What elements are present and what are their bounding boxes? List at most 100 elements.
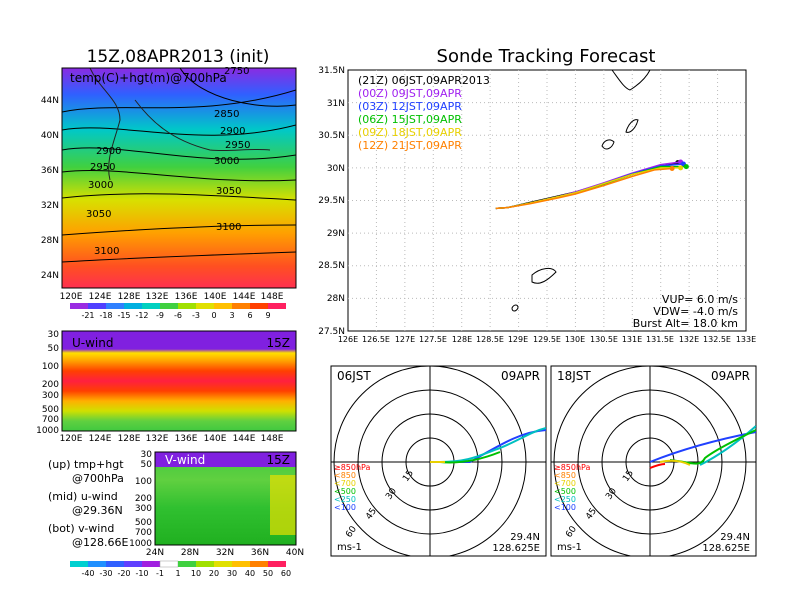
svg-text:129.5E: 129.5E <box>533 335 561 344</box>
svg-text:-40: -40 <box>81 569 94 578</box>
svg-text:-10: -10 <box>135 569 148 578</box>
svg-text:-3: -3 <box>192 311 200 320</box>
svg-text:@700hPa: @700hPa <box>72 472 124 485</box>
temp-map-lat-ticks: 44N 40N 36N 32N 28N 24N <box>41 96 59 281</box>
u-wind-field <box>62 331 296 431</box>
v-colorbar: -40 -30 -20 -10 -1 1 10 20 30 40 50 60 <box>70 560 291 578</box>
svg-text:20: 20 <box>209 569 219 578</box>
temp-map-panel: 15Z,08APR2013 (init) 2750 2850 2900 2950… <box>41 47 297 320</box>
contour-label: 2900 <box>96 146 121 157</box>
svg-text:29.5N: 29.5N <box>318 196 345 206</box>
svg-text:-9: -9 <box>156 311 164 320</box>
svg-text:32N: 32N <box>216 548 234 558</box>
temp-map-contours <box>62 68 296 263</box>
polar-date: 09APR <box>501 369 540 383</box>
svg-text:500: 500 <box>42 405 59 415</box>
svg-text:31.5N: 31.5N <box>318 66 345 76</box>
u-wind-time: 15Z <box>267 336 291 350</box>
v-wind-p-ticks: 30 50 100 200 300 500 700 1000 <box>129 450 152 549</box>
polar-time: 18JST <box>557 369 591 383</box>
svg-text:<850: <850 <box>554 471 576 480</box>
svg-text:128.625E: 128.625E <box>702 543 750 554</box>
svg-text:@128.66E: @128.66E <box>72 536 128 549</box>
svg-text:<850: <850 <box>334 471 356 480</box>
legend-entry: (03Z) 12JST,09APR <box>358 100 462 113</box>
svg-text:148E: 148E <box>261 434 284 444</box>
temp-map-label: temp(C)+hgt(m)@700hPa <box>70 71 227 85</box>
svg-text:140E: 140E <box>204 292 227 302</box>
legend-entry: (00Z) 09JST,09APR <box>358 87 462 100</box>
svg-text:-21: -21 <box>81 311 94 320</box>
svg-text:36N: 36N <box>251 548 269 558</box>
svg-text:<700: <700 <box>334 479 356 488</box>
svg-text:50: 50 <box>141 460 153 470</box>
svg-text:ms-1: ms-1 <box>337 542 362 553</box>
tracking-info: VUP= 6.0 m/s VDW= -4.0 m/s Burst Alt= 18… <box>633 293 739 330</box>
svg-text:24N: 24N <box>146 548 164 558</box>
temp-map-lon-ticks: 120E 124E 128E 132E 136E 140E 144E 148E <box>60 292 284 302</box>
svg-text:30: 30 <box>227 569 237 578</box>
svg-text:32N: 32N <box>41 201 59 211</box>
u-wind-label: U-wind <box>72 336 113 350</box>
svg-text:40: 40 <box>245 569 255 578</box>
track-endpoint <box>683 164 689 170</box>
svg-text:126.5E: 126.5E <box>362 335 390 344</box>
svg-text:-15: -15 <box>117 311 130 320</box>
svg-text:<100: <100 <box>554 503 576 512</box>
temp-colorbar: -21 -18 -15 -12 -9 -6 -3 0 3 6 9 <box>70 303 286 320</box>
temp-map-field <box>62 68 296 288</box>
svg-text:120E: 120E <box>60 292 83 302</box>
svg-text:(up) tmp+hgt: (up) tmp+hgt <box>48 458 124 471</box>
svg-text:28.5N: 28.5N <box>318 261 345 271</box>
svg-text:200: 200 <box>42 380 59 390</box>
svg-text:<500: <500 <box>334 487 356 496</box>
svg-text:144E: 144E <box>233 292 256 302</box>
v-wind-panel: V-wind 15Z 30 50 100 200 300 500 700 100… <box>70 450 304 578</box>
svg-text:126E: 126E <box>338 335 358 344</box>
svg-text:-18: -18 <box>99 311 112 320</box>
svg-text:140E: 140E <box>204 434 227 444</box>
polar-panel-1: 15 30 45 60 06JST 09APR ≥850hPa <850 <70… <box>330 365 547 557</box>
svg-text:120E: 120E <box>60 434 83 444</box>
tracking-panel: Sonde Tracking Forecast 31.5N 31N 30.5N … <box>318 46 756 344</box>
svg-text:132E: 132E <box>146 434 169 444</box>
contour-label: 3050 <box>86 209 111 220</box>
svg-text:VUP= 6.0 m/s: VUP= 6.0 m/s <box>662 293 738 306</box>
track-endpoint <box>669 166 675 172</box>
contour-label: 3000 <box>214 156 239 167</box>
tracking-lat-ticks: 31.5N 31N 30.5N 30N 29.5N 29N 28.5N 28N … <box>318 66 345 337</box>
svg-text:1000: 1000 <box>36 426 59 436</box>
svg-text:≥850hPa: ≥850hPa <box>334 463 371 472</box>
contour-label: 3100 <box>216 222 241 233</box>
svg-text:124E: 124E <box>89 434 112 444</box>
legend-entry: (12Z) 21JST,09APR <box>358 139 462 152</box>
u-wind-p-ticks: 30 50 100 200 300 500 700 1000 <box>36 330 59 436</box>
svg-text:<500: <500 <box>554 487 576 496</box>
contour-label: 2950 <box>225 140 250 151</box>
svg-text:≥850hPa: ≥850hPa <box>554 463 591 472</box>
svg-text:200: 200 <box>135 494 152 504</box>
svg-text:VDW= -4.0 m/s: VDW= -4.0 m/s <box>653 305 738 318</box>
svg-text:28N: 28N <box>327 294 345 304</box>
svg-text:1000: 1000 <box>129 539 152 549</box>
svg-text:30.5N: 30.5N <box>318 131 345 141</box>
svg-text:ms-1: ms-1 <box>557 542 582 553</box>
svg-text:127E: 127E <box>395 335 415 344</box>
svg-text:-1: -1 <box>156 569 164 578</box>
temp-map-contour-labels: 2750 2850 2900 2950 2900 2950 3000 3000 … <box>86 66 250 257</box>
svg-text:40N: 40N <box>286 548 304 558</box>
svg-text:-20: -20 <box>117 569 130 578</box>
svg-text:129E: 129E <box>508 335 528 344</box>
svg-text:100: 100 <box>42 362 59 372</box>
polar-panel-2: 15 30 45 60 18JST 09APR ≥850hPa <850 <70… <box>550 365 757 557</box>
svg-text:0: 0 <box>211 311 216 320</box>
svg-text:128E: 128E <box>118 292 141 302</box>
tracking-legend: (21Z) 06JST,09APR2013 (00Z) 09JST,09APR … <box>358 74 490 152</box>
svg-text:3: 3 <box>229 311 234 320</box>
svg-text:700: 700 <box>135 528 152 538</box>
svg-text:(bot) v-wind: (bot) v-wind <box>48 522 114 535</box>
svg-text:30: 30 <box>141 450 153 460</box>
track-endpoint <box>678 165 684 171</box>
svg-text:-30: -30 <box>99 569 112 578</box>
svg-text:130E: 130E <box>565 335 585 344</box>
